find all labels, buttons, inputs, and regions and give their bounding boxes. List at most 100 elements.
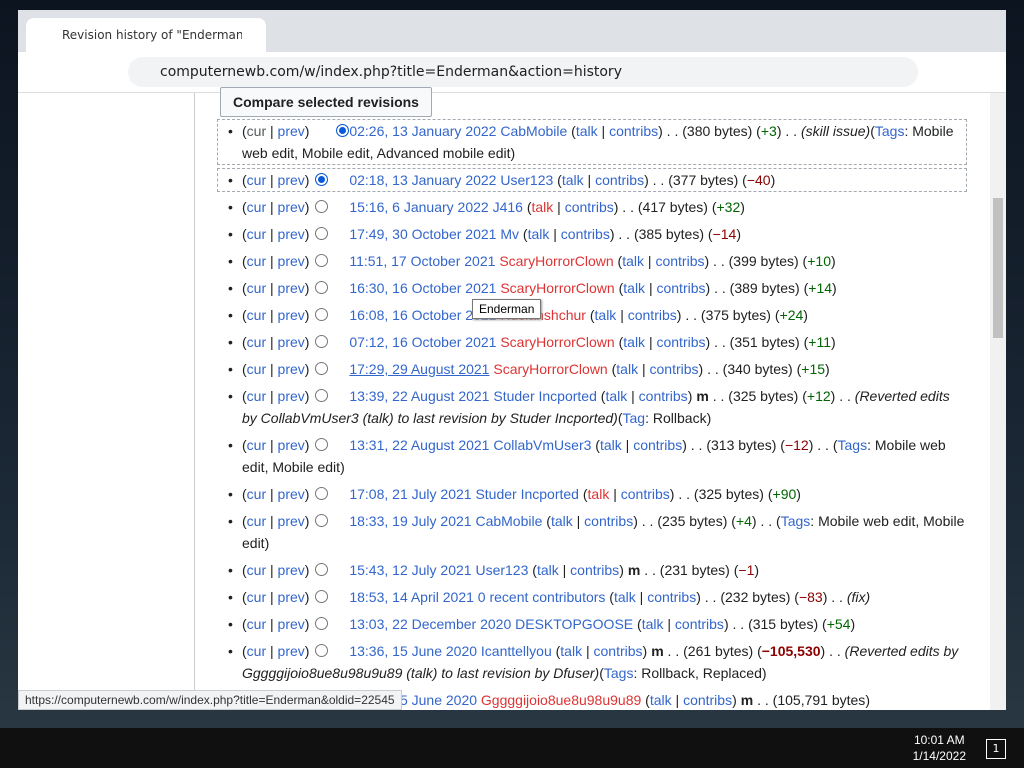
user-link[interactable]: 0 recent contributors	[477, 589, 606, 605]
compare-button[interactable]: Compare selected revisions	[220, 87, 432, 117]
talk-link[interactable]: talk	[575, 123, 598, 139]
revision-time[interactable]: 15:43, 12 July 2021	[349, 562, 472, 578]
user-link[interactable]: CollabVmUser3	[493, 437, 592, 453]
prev-link[interactable]: prev	[277, 361, 305, 377]
prev-link[interactable]: prev	[277, 199, 305, 215]
revision-time[interactable]: 11:51, 17 October 2021	[349, 253, 496, 269]
contribs-link[interactable]: contribs	[638, 388, 688, 404]
talk-link[interactable]: talk	[623, 334, 646, 350]
prev-link[interactable]: prev	[277, 513, 305, 529]
radio[interactable]	[315, 487, 329, 500]
contribs-link[interactable]: contribs	[674, 616, 724, 632]
revision-time[interactable]: 02:18, 13 January 2022	[349, 172, 497, 188]
contribs-link[interactable]: contribs	[627, 307, 677, 323]
user-link[interactable]: Studer Incported	[475, 486, 579, 502]
user-link[interactable]: Gggggijoio8ue8u98u9u89	[480, 692, 642, 708]
tags-label[interactable]: Tags	[874, 123, 905, 139]
talk-link[interactable]: talk	[560, 643, 583, 659]
radio[interactable]	[315, 590, 329, 603]
talk-link[interactable]: talk	[587, 486, 610, 502]
contribs-link[interactable]: contribs	[584, 513, 634, 529]
contribs-link[interactable]: contribs	[649, 361, 699, 377]
scrollbar[interactable]	[990, 93, 1006, 710]
cur-link[interactable]: cur	[246, 437, 267, 453]
cur-link[interactable]: cur	[246, 361, 267, 377]
tags-label[interactable]: Tags	[837, 437, 868, 453]
prev-link[interactable]: prev	[277, 334, 305, 350]
revision-time[interactable]: 17:08, 21 July 2021	[349, 486, 472, 502]
user-link[interactable]: Mv	[500, 226, 520, 242]
revision-time[interactable]: 02:26, 13 January 2022	[349, 123, 497, 139]
revision-time[interactable]: 16:30, 16 October 2021	[349, 280, 497, 296]
prev-link[interactable]: prev	[277, 307, 305, 323]
cur-link[interactable]: cur	[246, 513, 267, 529]
prev-link[interactable]: prev	[277, 253, 305, 269]
prev-link[interactable]: prev	[277, 437, 305, 453]
prev-link[interactable]: prev	[277, 123, 305, 139]
user-link[interactable]: ScaryHorrorClown	[500, 334, 615, 350]
prev-link[interactable]: prev	[277, 172, 305, 188]
talk-link[interactable]: talk	[531, 199, 554, 215]
tags-label[interactable]: Tags	[780, 513, 811, 529]
contribs-link[interactable]: contribs	[656, 334, 706, 350]
cur-link[interactable]: cur	[246, 280, 267, 296]
user-link[interactable]: User123	[500, 172, 554, 188]
radio[interactable]	[315, 254, 329, 267]
radio[interactable]	[315, 227, 329, 240]
revision-time[interactable]: 15:16, 6 January 2022	[349, 199, 489, 215]
talk-link[interactable]: talk	[649, 692, 672, 708]
cur-link[interactable]: cur	[246, 616, 267, 632]
talk-link[interactable]: talk	[527, 226, 550, 242]
user-link[interactable]: ScaryHorrorClown	[499, 253, 614, 269]
revision-time[interactable]: 18:53, 14 April 2021	[349, 589, 474, 605]
contribs-link[interactable]: contribs	[683, 692, 733, 708]
prev-link[interactable]: prev	[277, 562, 305, 578]
radio[interactable]	[315, 644, 329, 657]
talk-link[interactable]: talk	[623, 280, 646, 296]
radio[interactable]	[315, 563, 329, 576]
talk-link[interactable]: talk	[616, 361, 639, 377]
cur-link[interactable]: cur	[246, 589, 267, 605]
talk-link[interactable]: talk	[599, 437, 622, 453]
cur-link[interactable]: cur	[246, 307, 267, 323]
user-link[interactable]: User123	[475, 562, 529, 578]
revision-time[interactable]: 17:49, 30 October 2021	[349, 226, 497, 242]
prev-link[interactable]: prev	[277, 388, 305, 404]
user-link[interactable]: DESKTOPGOOSE	[515, 616, 634, 632]
contribs-link[interactable]: contribs	[570, 562, 620, 578]
user-link[interactable]: ScaryHorrorClown	[493, 361, 608, 377]
user-link[interactable]: ScaryHorrorClown	[500, 280, 615, 296]
prev-link[interactable]: prev	[277, 486, 305, 502]
contribs-link[interactable]: contribs	[647, 589, 697, 605]
cur-link[interactable]: cur	[246, 334, 267, 350]
user-link[interactable]: CabMobile	[500, 123, 568, 139]
clock[interactable]: 10:01 AM 1/14/2022	[913, 732, 966, 764]
radio[interactable]	[315, 438, 329, 451]
contribs-link[interactable]: contribs	[609, 123, 659, 139]
contribs-link[interactable]: contribs	[655, 253, 705, 269]
contribs-link[interactable]: contribs	[560, 226, 610, 242]
scroll-thumb[interactable]	[993, 198, 1003, 338]
talk-link[interactable]: talk	[622, 253, 645, 269]
cur-link[interactable]: cur	[246, 199, 267, 215]
prev-link[interactable]: prev	[277, 616, 305, 632]
radio[interactable]	[315, 173, 329, 186]
revision-time[interactable]: 13:31, 22 August 2021	[349, 437, 490, 453]
tab[interactable]: Revision history of "Enderman" -	[26, 18, 266, 52]
user-link[interactable]: J416	[492, 199, 523, 215]
radio[interactable]	[315, 200, 329, 213]
radio[interactable]	[315, 362, 329, 375]
revision-time[interactable]: 16:08, 16 October 2021	[349, 307, 497, 323]
contribs-link[interactable]: contribs	[656, 280, 706, 296]
prev-link[interactable]: prev	[277, 589, 305, 605]
talk-link[interactable]: talk	[641, 616, 664, 632]
cur-link[interactable]: cur	[246, 226, 267, 242]
revision-time[interactable]: 17:29, 29 August 2021	[349, 361, 490, 377]
radio[interactable]	[315, 308, 329, 321]
cur-link[interactable]: cur	[246, 172, 267, 188]
tags-label[interactable]: Tags	[603, 665, 634, 681]
contribs-link[interactable]: contribs	[633, 437, 683, 453]
talk-link[interactable]: talk	[613, 589, 636, 605]
prev-link[interactable]: prev	[277, 643, 305, 659]
talk-link[interactable]: talk	[594, 307, 617, 323]
